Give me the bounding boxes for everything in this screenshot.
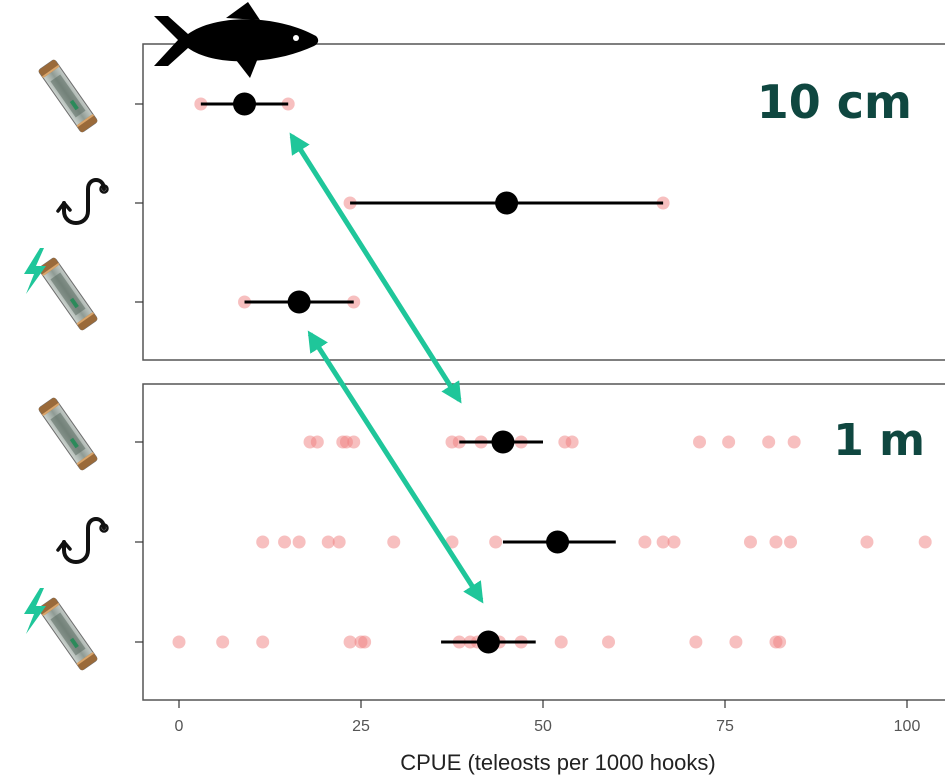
panel-1: 10 cm [135,43,945,361]
data-point [172,635,186,649]
data-point [743,535,757,549]
x-axis-title: CPUE (teleosts per 1000 hooks) [400,750,716,775]
data-point [762,435,776,449]
data-point [689,635,703,649]
data-point [358,635,372,649]
row-electric-device [135,290,361,314]
data-point [729,635,743,649]
data-point [347,435,361,449]
panel-label: 10 cm [757,75,912,129]
light-stick-shape [37,596,99,672]
data-point [489,535,503,549]
light-stick-icon [37,58,99,134]
light-stick-body [37,596,99,672]
panel-label: 1 m [833,415,925,466]
data-point [918,535,932,549]
comparison-arrow-2 [307,330,484,604]
data-point [638,535,652,549]
tuna-fish-icon [154,2,319,78]
x-axis: 0 25 50 75 100 CPUE (teleosts per 1000 hooks) [175,700,921,775]
data-point [343,635,357,649]
mean-point [491,430,515,454]
panel-2: 1 m [135,383,945,701]
hook-shape [56,178,110,225]
row-hook [135,191,670,215]
electric-light-stick-icon [24,248,99,332]
row-device [135,92,295,116]
data-point [860,535,874,549]
data-point [787,435,801,449]
data-point [773,635,787,649]
row-electric-device [135,630,787,654]
light-stick-icon [37,396,99,472]
light-stick-shape [37,396,99,472]
panel-frame [142,43,945,361]
x-tick-label: 25 [352,718,370,735]
data-point [769,535,783,549]
row-hook [135,530,932,554]
data-point [278,535,292,549]
mean-point [546,530,570,554]
hook-shape [56,517,110,564]
data-point [565,435,579,449]
light-stick-shape [37,256,99,332]
x-tick-label: 50 [534,718,552,735]
mean-point [476,630,500,654]
mean-point [233,92,257,116]
fishing-hook-icon [56,178,110,225]
data-point [784,535,798,549]
data-point [387,535,401,549]
x-tick-label: 0 [175,718,184,735]
mean-point [287,290,311,314]
data-point [722,435,736,449]
data-point [667,535,681,549]
mean-point [495,191,519,215]
data-point [310,435,324,449]
x-tick-label: 75 [716,718,734,735]
data-point [332,535,346,549]
data-point [256,635,270,649]
row-device [135,430,801,454]
data-point [554,635,568,649]
data-point [602,635,616,649]
fishing-hook-icon [56,517,110,564]
data-point [656,535,670,549]
light-stick-shape [37,58,99,134]
data-point [292,535,306,549]
data-point [693,435,707,449]
data-point [256,535,270,549]
electric-light-stick-icon [24,588,99,672]
x-tick-label: 100 [894,718,921,735]
light-stick-body [37,256,99,332]
data-point [216,635,230,649]
